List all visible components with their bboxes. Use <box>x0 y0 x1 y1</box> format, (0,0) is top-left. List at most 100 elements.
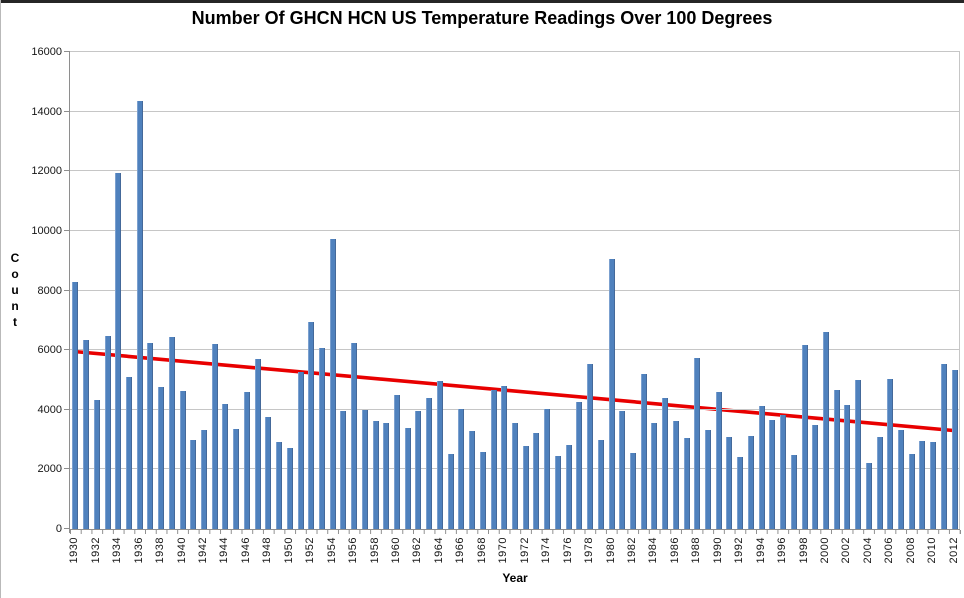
bar-2006 <box>887 378 894 529</box>
x-tick-label-1992: 1992 <box>733 537 746 564</box>
y-axis-line <box>69 52 70 533</box>
x-tick-label-1986: 1986 <box>668 537 681 564</box>
x-tick-label-1936: 1936 <box>132 537 145 564</box>
x-tick-label-1954: 1954 <box>325 537 338 564</box>
x-tick-label-1962: 1962 <box>411 537 424 564</box>
x-tick-label-2012: 2012 <box>947 537 960 564</box>
x-tick-label-1960: 1960 <box>390 537 403 564</box>
y-tick-mark-2000 <box>64 468 70 470</box>
bar-1955 <box>340 411 347 529</box>
y-tick-label-6000: 6000 <box>37 344 62 357</box>
bar-1966 <box>458 408 465 529</box>
bar-2004 <box>865 463 872 529</box>
bar-1945 <box>233 428 240 529</box>
bar-1965 <box>447 453 454 529</box>
bar-2012 <box>951 370 958 529</box>
bar-1977 <box>576 402 583 529</box>
x-tick-label-2004: 2004 <box>861 537 874 564</box>
bar-1987 <box>683 438 690 529</box>
x-axis-tick-marks <box>70 530 961 534</box>
bar-1939 <box>168 336 175 529</box>
x-tick-label-1996: 1996 <box>776 537 789 564</box>
x-tick-label-2006: 2006 <box>883 537 896 564</box>
gridline-10000 <box>70 229 960 231</box>
bar-1938 <box>158 387 165 529</box>
bar-2010 <box>930 441 937 529</box>
x-tick-label-1982: 1982 <box>625 537 638 564</box>
bar-1964 <box>436 381 443 529</box>
bar-1999 <box>812 424 819 529</box>
bar-1948 <box>265 417 272 529</box>
bar-2009 <box>919 441 926 529</box>
bar-1967 <box>469 431 476 529</box>
x-tick-label-1976: 1976 <box>561 537 574 564</box>
x-tick-label-1956: 1956 <box>347 537 360 564</box>
y-axis-tick-labels: 0 2000 4000 6000 8000 10000 12000 14000 16000 <box>0 46 62 535</box>
x-tick-label-1966: 1966 <box>454 537 467 564</box>
bar-1941 <box>190 440 197 529</box>
bar-1959 <box>383 423 390 529</box>
x-tick-label-1968: 1968 <box>475 537 488 564</box>
bar-1969 <box>490 389 497 529</box>
x-tick-label-1942: 1942 <box>197 537 210 564</box>
bar-1963 <box>426 398 433 529</box>
x-tick-label-1970: 1970 <box>497 537 510 564</box>
y-tick-mark-4000 <box>64 408 70 410</box>
y-tick-label-12000: 12000 <box>31 165 62 178</box>
y-tick-label-10000: 10000 <box>31 224 62 237</box>
trend-line <box>73 349 957 433</box>
bar-1970 <box>501 386 508 529</box>
window-top-edge <box>0 0 964 3</box>
x-tick-label-1940: 1940 <box>175 537 188 564</box>
x-tick-label-1934: 1934 <box>111 537 124 564</box>
bar-1976 <box>565 445 572 529</box>
bar-1935 <box>125 376 132 529</box>
bar-1944 <box>222 403 229 529</box>
x-tick-label-1932: 1932 <box>89 537 102 564</box>
bar-1983 <box>640 374 647 529</box>
bar-1982 <box>629 452 636 529</box>
window-left-edge <box>0 0 1 598</box>
bar-1954 <box>329 238 336 529</box>
bar-1947 <box>254 359 261 529</box>
x-tick-label-1944: 1944 <box>218 537 231 564</box>
bar-2008 <box>908 453 915 529</box>
bar-1996 <box>780 415 787 529</box>
bar-2000 <box>822 331 829 529</box>
y-tick-mark-10000 <box>64 229 70 231</box>
x-tick-label-1984: 1984 <box>647 537 660 564</box>
y-tick-label-0: 0 <box>55 523 62 535</box>
y-tick-label-2000: 2000 <box>37 463 62 476</box>
bar-1973 <box>533 432 540 529</box>
y-tick-label-8000: 8000 <box>37 284 62 297</box>
bar-1993 <box>747 436 754 529</box>
bar-1997 <box>790 455 797 529</box>
bar-1956 <box>351 342 358 529</box>
x-tick-label-1998: 1998 <box>797 537 810 564</box>
x-tick-label-1930: 1930 <box>68 537 81 564</box>
y-tick-mark-6000 <box>64 349 70 351</box>
bar-2002 <box>844 405 851 529</box>
bar-1960 <box>394 395 401 529</box>
x-tick-label-1952: 1952 <box>304 537 317 564</box>
bar-2001 <box>833 389 840 529</box>
x-axis-title: Year <box>502 571 528 585</box>
bar-1937 <box>147 342 154 529</box>
plot-area <box>64 51 960 533</box>
bar-1942 <box>201 430 208 529</box>
y-tick-mark-14000 <box>64 110 70 112</box>
x-tick-label-2000: 2000 <box>818 537 831 564</box>
y-tick-mark-12000 <box>64 170 70 172</box>
x-tick-label-1958: 1958 <box>368 537 381 564</box>
x-tick-label-1948: 1948 <box>261 537 274 564</box>
bar-1950 <box>286 448 293 529</box>
x-tick-label-1994: 1994 <box>754 537 767 564</box>
gridline-4000 <box>70 408 960 410</box>
x-axis-line <box>69 529 960 530</box>
x-tick-label-1990: 1990 <box>711 537 724 564</box>
bar-1934 <box>115 173 122 529</box>
bar-1980 <box>608 259 615 529</box>
y-tick-mark-8000 <box>64 289 70 291</box>
bar-1936 <box>136 100 143 529</box>
